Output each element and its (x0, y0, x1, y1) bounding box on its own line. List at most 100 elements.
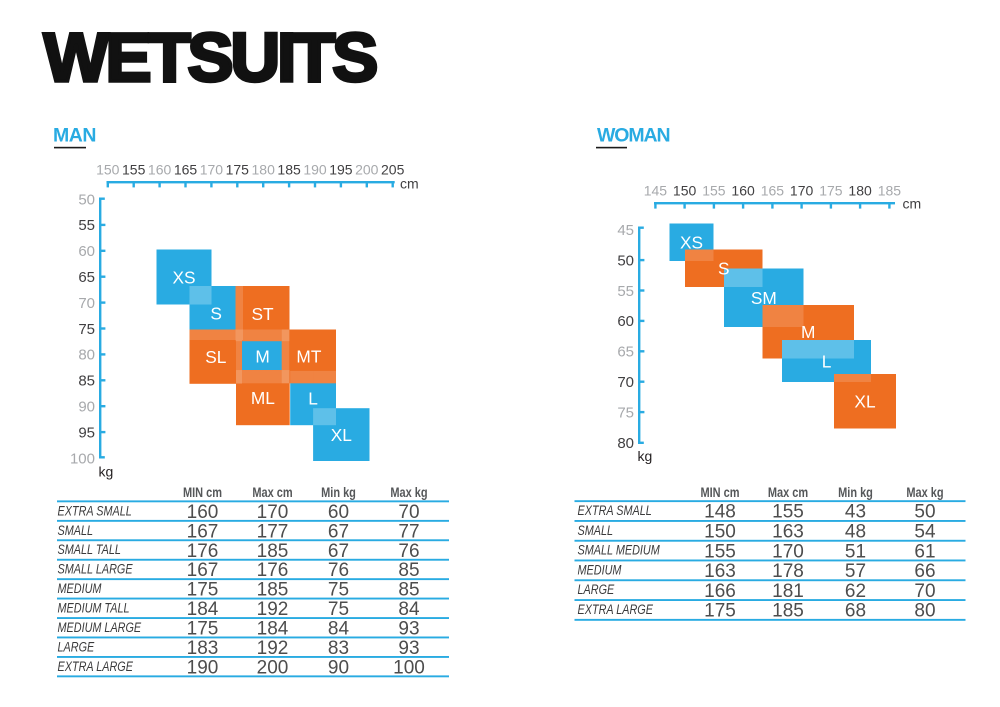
svg-text:XS: XS (172, 267, 195, 287)
svg-text:cm: cm (903, 196, 922, 212)
svg-text:75: 75 (617, 404, 634, 421)
svg-text:EXTRA SMALL: EXTRA SMALL (578, 503, 652, 519)
svg-text:183: 183 (187, 638, 219, 659)
svg-text:Max cm: Max cm (768, 485, 808, 500)
svg-text:180: 180 (848, 183, 872, 199)
svg-text:84: 84 (328, 619, 350, 640)
svg-text:WETSUITS: WETSUITS (44, 19, 377, 96)
svg-text:190: 190 (303, 162, 327, 178)
svg-text:77: 77 (398, 521, 419, 542)
svg-text:180: 180 (252, 162, 276, 178)
svg-text:68: 68 (845, 601, 866, 622)
svg-text:MAN: MAN (53, 125, 96, 147)
svg-text:175: 175 (226, 162, 250, 178)
svg-text:45: 45 (617, 222, 634, 239)
svg-text:51: 51 (845, 541, 866, 562)
svg-text:MEDIUM TALL: MEDIUM TALL (58, 600, 130, 616)
svg-text:177: 177 (257, 521, 289, 542)
svg-text:150: 150 (704, 522, 736, 543)
svg-text:76: 76 (398, 541, 419, 562)
svg-text:85: 85 (398, 560, 419, 581)
svg-text:62: 62 (845, 581, 866, 602)
svg-text:160: 160 (731, 183, 755, 199)
svg-text:S: S (210, 303, 222, 323)
svg-text:100: 100 (70, 450, 95, 467)
svg-text:160: 160 (148, 162, 172, 178)
svg-text:cm: cm (400, 176, 419, 192)
svg-text:192: 192 (257, 599, 289, 620)
svg-text:155: 155 (122, 162, 146, 178)
svg-text:163: 163 (772, 522, 804, 543)
svg-text:75: 75 (328, 580, 349, 601)
svg-text:175: 175 (704, 601, 736, 622)
svg-text:SMALL MEDIUM: SMALL MEDIUM (578, 542, 661, 558)
svg-text:67: 67 (328, 541, 349, 562)
svg-text:80: 80 (78, 347, 95, 364)
svg-text:EXTRA LARGE: EXTRA LARGE (58, 659, 134, 675)
svg-text:160: 160 (187, 502, 219, 523)
svg-text:XL: XL (854, 392, 876, 412)
svg-text:WOMAN: WOMAN (597, 125, 669, 147)
svg-text:166: 166 (704, 581, 736, 602)
svg-text:54: 54 (914, 522, 936, 543)
svg-text:165: 165 (174, 162, 198, 178)
svg-text:Max cm: Max cm (252, 485, 292, 500)
svg-text:Max kg: Max kg (390, 485, 427, 500)
svg-text:175: 175 (187, 619, 219, 640)
svg-text:176: 176 (257, 560, 289, 581)
svg-text:90: 90 (78, 399, 95, 416)
svg-text:70: 70 (914, 581, 935, 602)
svg-text:93: 93 (398, 619, 419, 640)
svg-text:MIN cm: MIN cm (700, 485, 739, 500)
svg-text:184: 184 (257, 619, 289, 640)
svg-text:165: 165 (761, 183, 785, 199)
svg-text:175: 175 (819, 183, 843, 199)
svg-text:L: L (822, 351, 832, 371)
svg-text:SMALL: SMALL (578, 523, 614, 539)
svg-text:200: 200 (257, 658, 289, 679)
svg-text:ST: ST (251, 304, 274, 324)
svg-text:SM: SM (751, 288, 777, 308)
svg-text:85: 85 (398, 580, 419, 601)
svg-text:55: 55 (78, 217, 95, 234)
svg-text:Max kg: Max kg (906, 485, 943, 500)
svg-text:90: 90 (328, 658, 349, 679)
svg-text:192: 192 (257, 638, 289, 659)
svg-text:MIN cm: MIN cm (183, 485, 222, 500)
svg-text:185: 185 (277, 162, 301, 178)
svg-text:75: 75 (328, 599, 349, 620)
svg-text:50: 50 (78, 191, 95, 208)
svg-text:178: 178 (772, 561, 804, 582)
svg-text:55: 55 (617, 283, 634, 300)
svg-text:M: M (801, 322, 815, 342)
svg-text:84: 84 (398, 599, 420, 620)
svg-text:75: 75 (78, 321, 95, 338)
svg-text:LARGE: LARGE (578, 582, 615, 598)
svg-text:185: 185 (772, 601, 804, 622)
svg-text:M: M (255, 347, 269, 367)
svg-text:48: 48 (845, 522, 866, 543)
svg-text:60: 60 (78, 243, 95, 260)
svg-text:EXTRA LARGE: EXTRA LARGE (578, 602, 654, 618)
svg-text:100: 100 (393, 658, 425, 679)
svg-text:155: 155 (772, 502, 804, 523)
svg-text:70: 70 (398, 502, 419, 523)
svg-text:95: 95 (78, 424, 95, 441)
svg-text:70: 70 (617, 374, 634, 391)
svg-text:66: 66 (914, 561, 935, 582)
svg-text:60: 60 (328, 502, 349, 523)
svg-text:XL: XL (331, 425, 353, 445)
svg-text:185: 185 (257, 541, 289, 562)
svg-text:200: 200 (355, 162, 379, 178)
svg-text:57: 57 (845, 561, 866, 582)
svg-text:Min kg: Min kg (321, 485, 356, 500)
svg-text:163: 163 (704, 561, 736, 582)
svg-text:181: 181 (772, 581, 804, 602)
svg-text:SMALL TALL: SMALL TALL (58, 542, 121, 558)
svg-text:61: 61 (914, 541, 935, 562)
svg-text:190: 190 (187, 658, 219, 679)
svg-text:83: 83 (328, 638, 349, 659)
svg-text:MEDIUM: MEDIUM (58, 581, 102, 597)
svg-text:145: 145 (644, 183, 668, 199)
svg-text:184: 184 (187, 599, 219, 620)
